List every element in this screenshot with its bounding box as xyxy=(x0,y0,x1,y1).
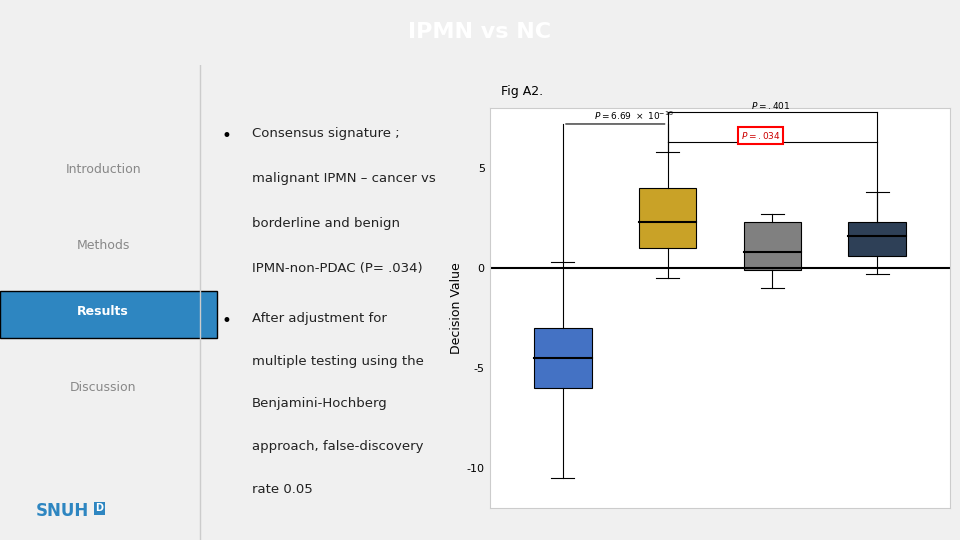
Text: Introduction: Introduction xyxy=(65,163,141,176)
Text: •: • xyxy=(222,312,231,330)
Text: SNUH: SNUH xyxy=(36,503,88,521)
Text: D: D xyxy=(95,503,103,513)
Bar xyxy=(849,222,906,256)
Text: Discussion: Discussion xyxy=(70,381,136,394)
FancyBboxPatch shape xyxy=(0,291,217,338)
Y-axis label: Decision Value: Decision Value xyxy=(449,262,463,354)
Text: borderline and benign: borderline and benign xyxy=(252,217,399,230)
Text: malignant IPMN – cancer vs: malignant IPMN – cancer vs xyxy=(252,172,436,185)
Text: After adjustment for: After adjustment for xyxy=(252,312,387,325)
Text: IPMN vs NC: IPMN vs NC xyxy=(408,22,552,43)
Text: •: • xyxy=(222,126,231,145)
Text: Results: Results xyxy=(78,306,129,319)
Text: $P = .034$: $P = .034$ xyxy=(741,130,780,141)
Text: multiple testing using the: multiple testing using the xyxy=(252,355,423,368)
Text: Consensus signature ;: Consensus signature ; xyxy=(252,126,399,139)
Bar xyxy=(534,328,591,388)
Text: Methods: Methods xyxy=(77,239,130,252)
Text: IPMN-non-PDAC (P= .034): IPMN-non-PDAC (P= .034) xyxy=(252,262,422,275)
Text: Benjamini-Hochberg: Benjamini-Hochberg xyxy=(252,397,388,410)
Text: $P = .401$: $P = .401$ xyxy=(752,100,791,111)
Text: rate 0.05: rate 0.05 xyxy=(252,483,312,496)
Bar xyxy=(744,222,802,270)
Bar xyxy=(638,188,696,248)
Text: $P = 6.69\ \times\ 10^{-18}$: $P = 6.69\ \times\ 10^{-18}$ xyxy=(594,110,674,122)
Text: approach, false-discovery: approach, false-discovery xyxy=(252,440,423,453)
Text: Fig A2.: Fig A2. xyxy=(501,85,543,98)
